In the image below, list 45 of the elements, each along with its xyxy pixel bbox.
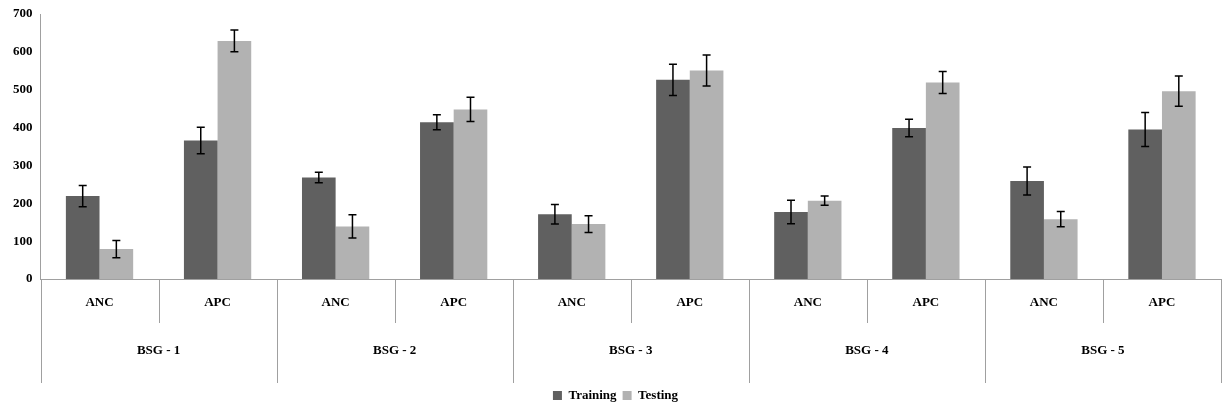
bar (774, 211, 808, 279)
y-tick-label: 500 (13, 81, 33, 97)
x-tick-label: ANC (321, 294, 350, 310)
bar (1128, 129, 1162, 279)
y-tick-label: 200 (13, 194, 33, 210)
y-tick-label: 300 (13, 156, 33, 172)
bar (925, 82, 960, 279)
bar (453, 109, 488, 279)
bar (217, 40, 252, 279)
x-tick-label: APC (912, 294, 940, 310)
legend-label: Testing (638, 386, 679, 402)
bar (183, 140, 218, 279)
bar (1161, 91, 1196, 279)
y-tick-label: 0 (26, 270, 33, 286)
x-tick-label: ANC (85, 294, 114, 310)
x-tick-label: ANC (1029, 294, 1059, 310)
y-tick-label: 100 (13, 232, 33, 248)
y-tick-label: 700 (13, 5, 33, 21)
bar (807, 200, 842, 279)
text: BSG - 1 (136, 342, 181, 358)
bar (1043, 219, 1078, 279)
y-tick-label: 400 (13, 118, 33, 134)
x-tick-label: APC (440, 294, 468, 310)
text: BSG - 5 (1081, 342, 1126, 358)
text: BSG - 3 (609, 342, 653, 358)
legend-label: Training (568, 386, 618, 402)
bar (99, 249, 134, 279)
bar (689, 70, 724, 279)
x-tick-label: APC (1148, 294, 1176, 310)
bar (892, 127, 926, 279)
bar (1010, 180, 1044, 279)
bar (335, 226, 370, 279)
bar (420, 122, 454, 279)
y-tick-label: 600 (13, 43, 33, 59)
text: BSG - 4 (845, 342, 890, 358)
x-tick-label: ANC (557, 294, 586, 310)
bar (538, 214, 572, 279)
text: BSG - 2 (372, 342, 417, 358)
bar (656, 79, 690, 279)
bar (571, 224, 606, 279)
x-tick-label: APC (676, 294, 704, 310)
bar (301, 177, 336, 279)
x-tick-label: ANC (793, 294, 822, 310)
x-tick-label: APC (204, 294, 231, 310)
bar (65, 196, 100, 279)
